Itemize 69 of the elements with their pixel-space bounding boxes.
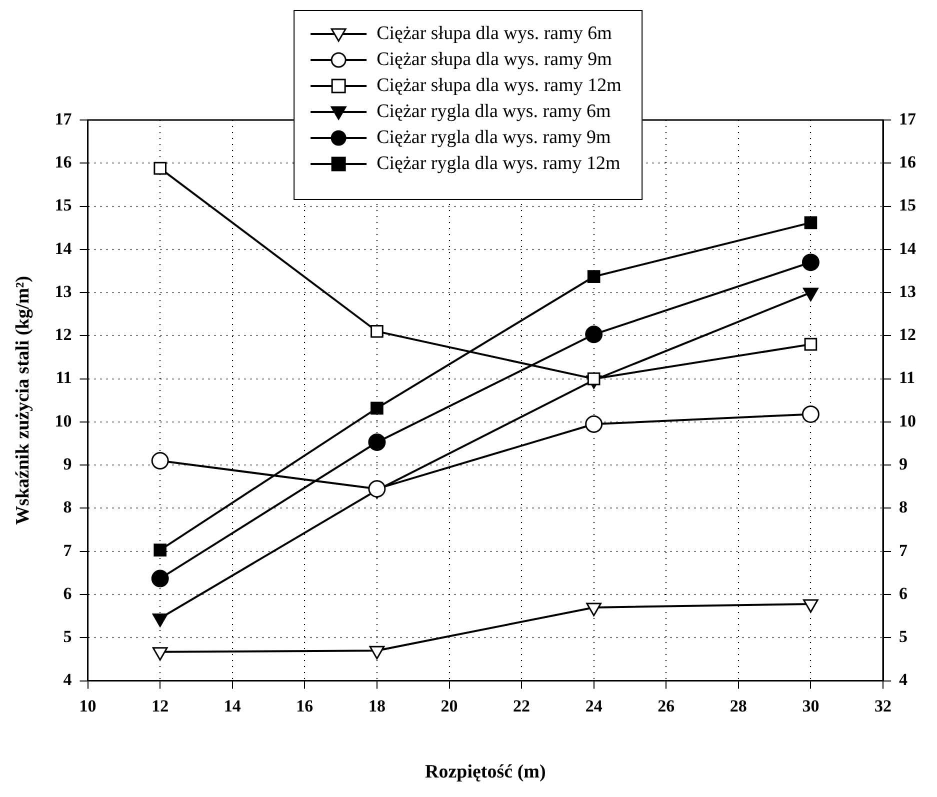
point: [154, 544, 166, 556]
point: [154, 162, 166, 175]
y-tick-label: 5: [63, 627, 72, 646]
y-tick-label: 10: [54, 411, 72, 430]
y2-tick-label: 5: [899, 627, 908, 646]
y-axis-title: Wskaźnik zużycia stali (kg/m²): [12, 276, 34, 525]
point: [370, 324, 384, 338]
y2-tick-label: 9: [899, 454, 908, 474]
x-tick-label: 16: [296, 696, 314, 716]
y2-tick-label: 7: [899, 540, 908, 560]
point: [803, 599, 818, 613]
y2-tick-label: 14: [899, 238, 916, 258]
point: [802, 405, 820, 423]
y2-tick-label: 17: [899, 109, 916, 128]
y-tick-label: 4: [63, 670, 72, 690]
x-tick-label: 28: [730, 696, 747, 716]
legend-label: Ciężar słupa dla wys. ramy 9m: [376, 49, 612, 71]
point: [152, 614, 168, 627]
x-tick-label: 24: [585, 696, 603, 716]
point: [804, 338, 818, 351]
x-tick-label: 20: [440, 696, 458, 716]
point: [587, 270, 600, 283]
legend-label: Ciężar słupa dla wys. ramy 12m: [376, 75, 622, 97]
y2-tick-label: 10: [899, 411, 916, 430]
y2-tick-label: 16: [899, 152, 916, 172]
point: [368, 480, 386, 498]
x-tick-label: 22: [513, 696, 530, 716]
y2-tick-label: 8: [899, 498, 908, 517]
x-tick-label: 12: [152, 696, 169, 716]
y-tick-label: 6: [63, 584, 72, 603]
y2-tick-label: 15: [899, 196, 916, 215]
point: [368, 433, 386, 451]
x-tick-label: 26: [658, 696, 675, 716]
x-tick-label: 30: [802, 696, 820, 716]
y-tick-label: 8: [63, 498, 72, 517]
y-tick-label: 14: [54, 238, 72, 258]
y-tick-label: 15: [54, 196, 72, 215]
point: [587, 372, 600, 386]
point: [370, 402, 384, 415]
point: [151, 452, 169, 470]
y2-tick-label: 6: [899, 584, 908, 603]
point: [369, 646, 385, 660]
y-tick-label: 7: [63, 540, 72, 560]
point: [804, 216, 818, 230]
legend-label: Ciężar słupa dla wys. ramy 6m: [376, 23, 612, 45]
x-tick-label: 14: [224, 696, 242, 716]
x-tick-label: 18: [368, 696, 386, 716]
y-tick-label: 17: [54, 109, 72, 128]
point: [586, 602, 602, 616]
y2-tick-label: 12: [899, 325, 916, 344]
point: [585, 415, 603, 433]
y2-tick-label: 11: [899, 368, 916, 388]
legend-label: Ciężar rygla dla wys. ramy 9m: [376, 127, 611, 149]
y-tick-label: 12: [54, 325, 72, 344]
point: [152, 647, 168, 661]
point: [585, 326, 603, 344]
legend-label: Ciężar rygla dla wys. ramy 12m: [376, 153, 620, 175]
y-tick-label: 11: [56, 368, 72, 388]
x-tick-label: 32: [874, 696, 892, 716]
x-axis-title: Rozpiętość (m): [424, 762, 546, 783]
x-tick-label: 10: [79, 696, 96, 716]
y-tick-label: 13: [54, 282, 72, 301]
legend-label: Ciężar rygla dla wys. ramy 6m: [376, 101, 611, 123]
y2-tick-label: 4: [899, 670, 908, 690]
point: [151, 570, 169, 588]
point: [802, 254, 820, 272]
y-tick-label: 16: [54, 152, 72, 172]
y-tick-label: 9: [63, 454, 72, 474]
y2-tick-label: 13: [899, 282, 916, 301]
